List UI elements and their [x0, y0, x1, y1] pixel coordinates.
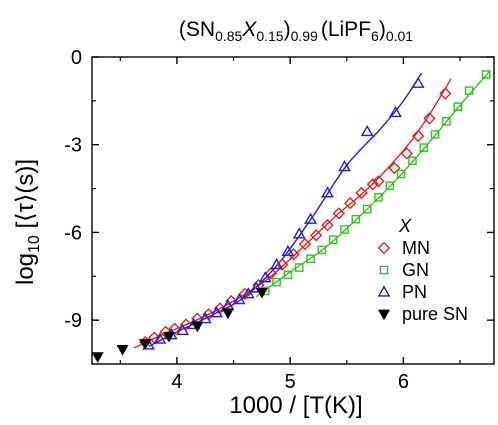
data-point-mn — [423, 112, 436, 125]
title-sub4: 6 — [371, 28, 379, 44]
title-part4: ) — [379, 18, 386, 41]
y-tick-label: 0 — [71, 47, 82, 69]
data-point-mn — [439, 87, 452, 100]
data-point-pn — [153, 332, 167, 344]
data-point-gn — [283, 270, 293, 280]
legend-marker-pn — [377, 285, 391, 297]
fit-line-pn — [148, 72, 423, 348]
title-part1: (SN — [179, 18, 215, 41]
data-point-pn — [360, 124, 374, 137]
y-tick-label: -9 — [64, 310, 82, 332]
data-point-gn — [374, 193, 383, 202]
data-point-pn — [270, 257, 283, 270]
title-sub2: 0.15 — [256, 28, 283, 44]
legend-title: X — [398, 216, 412, 236]
data-point-gn — [453, 102, 463, 112]
data-point-gn — [272, 277, 281, 287]
x-tick-label: 5 — [285, 371, 296, 393]
data-point-gn — [294, 263, 304, 272]
data-point-gn — [481, 70, 491, 79]
data-point-pn — [258, 271, 272, 283]
data-point-gn — [464, 86, 474, 95]
data-points — [91, 70, 491, 363]
data-point-mn — [159, 325, 172, 339]
title-x: X — [241, 18, 257, 41]
data-point-pure-sn — [91, 352, 104, 363]
data-point-pn — [321, 186, 334, 198]
data-point-mn — [400, 147, 413, 160]
title-sub3: 0.99 — [291, 28, 318, 44]
y-axis-label: log10 [⟨τ⟩(s)] — [12, 159, 43, 285]
data-point-pn — [411, 76, 425, 88]
legend-marker-pure-sn — [377, 309, 391, 321]
legend-label-pn: PN — [402, 282, 427, 302]
data-point-mn — [366, 177, 380, 191]
data-point-gn — [430, 130, 440, 139]
data-point-pure-sn — [139, 339, 152, 350]
data-point-pure-sn — [255, 287, 268, 299]
legend-marker-gn — [379, 265, 389, 275]
chart-title: (SN0.85X0.15)0.99 (LiPF6)0.01 — [179, 18, 413, 44]
data-point-gn — [385, 181, 395, 190]
data-point-mn — [372, 175, 385, 188]
data-point-pn — [338, 160, 351, 172]
data-point-gn — [317, 245, 327, 255]
data-point-pn — [389, 105, 402, 118]
data-point-mn — [332, 207, 346, 220]
data-point-pure-sn — [116, 344, 129, 356]
data-point-gn — [362, 204, 372, 214]
data-point-gn — [396, 169, 406, 179]
data-point-mn — [264, 267, 278, 280]
data-point-mn — [310, 229, 323, 242]
x-axis-label: 1000 / [T(K)] — [229, 392, 362, 419]
x-tick-label: 6 — [398, 371, 409, 393]
data-point-mn — [298, 237, 312, 251]
title-sub1: 0.85 — [215, 28, 242, 44]
data-point-gn — [419, 143, 429, 152]
legend-label-mn: MN — [402, 238, 430, 258]
plot-frame — [91, 56, 495, 365]
data-point-pn — [241, 287, 255, 299]
ylabel-sub: 10 — [26, 235, 43, 253]
data-point-pn — [292, 227, 306, 239]
data-point-pn — [232, 293, 246, 305]
y-tick-label: -6 — [64, 222, 82, 244]
data-point-pn — [210, 306, 223, 318]
data-point-pure-sn — [221, 308, 234, 320]
legend-marker-mn — [377, 241, 391, 255]
data-point-mn — [343, 197, 357, 210]
data-point-mn — [287, 248, 300, 261]
data-point-gn — [408, 156, 417, 166]
data-point-pn — [198, 312, 212, 324]
y-tick-label: -3 — [64, 135, 82, 157]
data-point-pure-sn — [191, 321, 204, 333]
data-point-gn — [328, 235, 338, 245]
legend-label-pure-sn: pure SN — [402, 304, 468, 324]
data-point-mn — [321, 218, 334, 232]
data-point-mn — [388, 161, 401, 175]
ylabel-prefix: log — [12, 253, 39, 285]
data-point-gn — [351, 214, 361, 224]
title-part3: (LiPF — [321, 18, 371, 41]
axis-ticks: 4 5 6 0 -3 -6 -9 — [64, 47, 494, 393]
data-point-mn — [411, 129, 425, 143]
title-part2: ) — [284, 18, 291, 41]
data-point-gn — [442, 117, 451, 126]
ylabel-suffix: [⟨τ⟩(s)] — [12, 159, 39, 235]
data-point-pn — [304, 212, 317, 224]
data-point-pn — [249, 281, 263, 293]
data-point-pure-sn — [162, 331, 176, 343]
x-tick-label: 4 — [171, 371, 182, 393]
data-point-pn — [176, 323, 189, 335]
legend-label-gn: GN — [402, 260, 429, 280]
data-point-gn — [306, 254, 315, 264]
data-point-mn — [355, 186, 368, 200]
data-point-gn — [340, 225, 349, 234]
title-sub5: 0.01 — [386, 28, 413, 44]
data-point-pn — [281, 244, 295, 257]
data-point-mn — [238, 287, 252, 301]
